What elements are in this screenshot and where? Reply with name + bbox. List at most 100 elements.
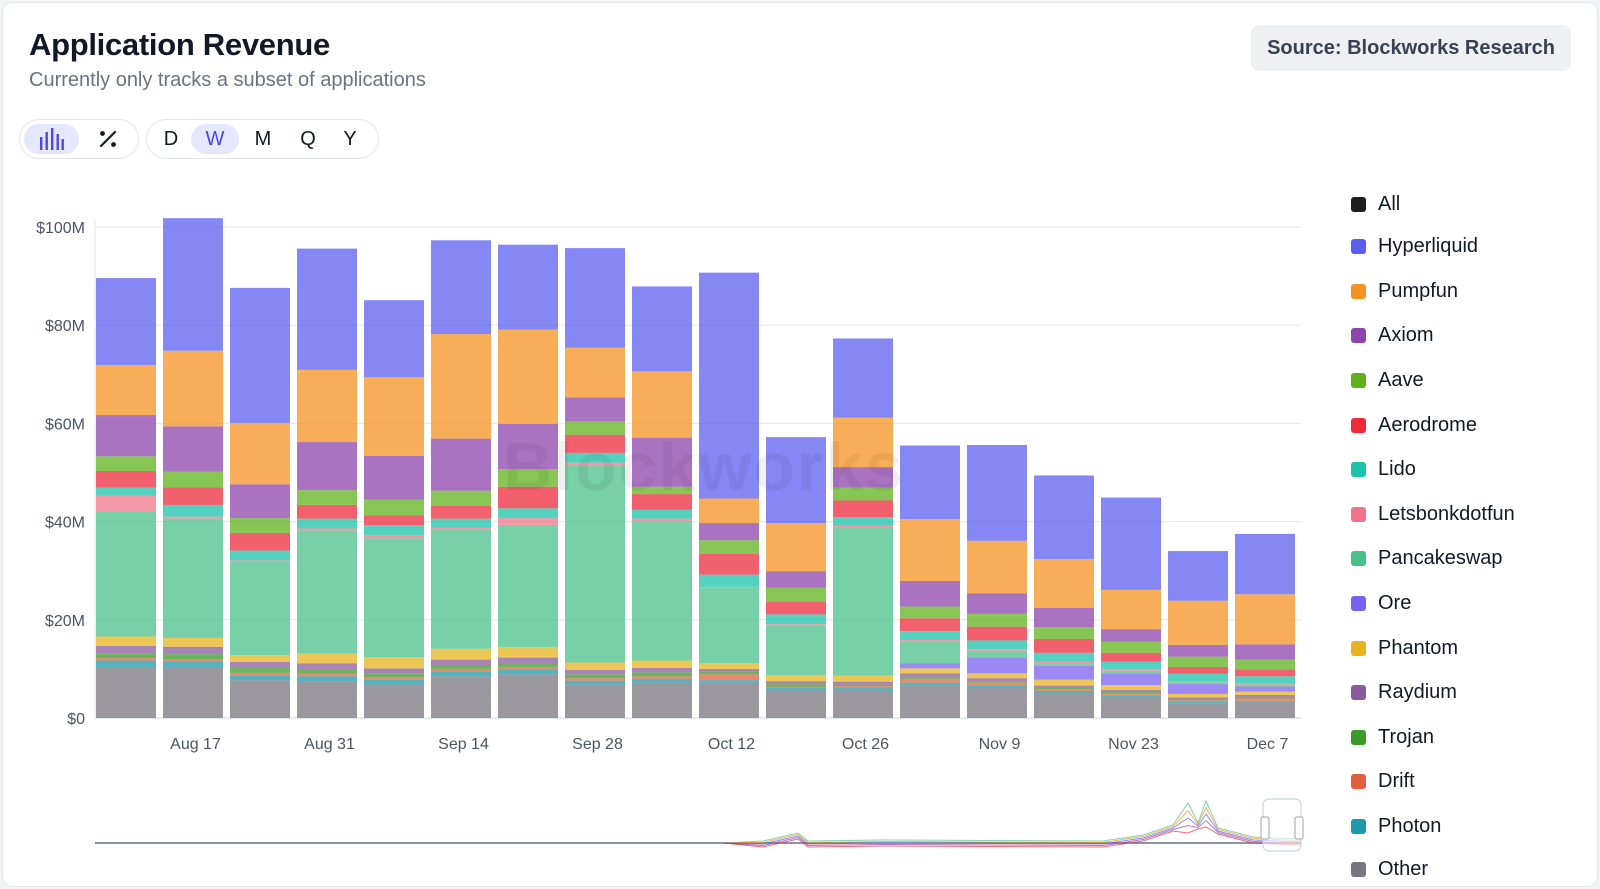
bar-segment[interactable] bbox=[96, 415, 156, 457]
bar-segment[interactable] bbox=[967, 613, 1027, 627]
bar-segment[interactable] bbox=[364, 499, 424, 516]
bar-segment[interactable] bbox=[364, 657, 424, 669]
bar-segment[interactable] bbox=[967, 540, 1027, 594]
bar-segment[interactable] bbox=[431, 334, 491, 439]
bar-segment[interactable] bbox=[833, 688, 893, 691]
bar-segment[interactable] bbox=[632, 518, 692, 522]
period-w-button[interactable]: W bbox=[191, 124, 239, 154]
legend-item-ore[interactable]: Ore bbox=[1351, 592, 1411, 615]
bar-segment[interactable] bbox=[230, 672, 290, 676]
bar-segment[interactable] bbox=[1101, 685, 1161, 691]
bar-segment[interactable] bbox=[1034, 663, 1094, 666]
bar-segment[interactable] bbox=[1101, 589, 1161, 630]
bar-segment[interactable] bbox=[431, 505, 491, 519]
bar-segment[interactable] bbox=[96, 487, 156, 496]
legend-item-trojan[interactable]: Trojan bbox=[1351, 726, 1434, 749]
bar-segment[interactable] bbox=[632, 678, 692, 683]
bar-segment[interactable] bbox=[1101, 641, 1161, 653]
bar-segment[interactable] bbox=[431, 490, 491, 506]
bar-segment[interactable] bbox=[1168, 697, 1228, 699]
bar-segment[interactable] bbox=[230, 532, 290, 551]
bar-segment[interactable] bbox=[833, 527, 893, 676]
bar-segment[interactable] bbox=[699, 663, 759, 669]
period-m-button[interactable]: M bbox=[254, 127, 272, 150]
period-d-button[interactable]: D bbox=[163, 127, 179, 150]
bar-segment[interactable] bbox=[766, 614, 826, 625]
bar-segment[interactable] bbox=[163, 426, 223, 472]
bar-segment[interactable] bbox=[498, 669, 558, 675]
bar-segment[interactable] bbox=[1101, 691, 1161, 694]
bar-segment[interactable] bbox=[632, 676, 692, 679]
bar-segment[interactable] bbox=[632, 521, 692, 661]
bar-segment[interactable] bbox=[967, 673, 1027, 679]
bar-segment[interactable] bbox=[96, 636, 156, 646]
bar-segment[interactable] bbox=[1168, 700, 1228, 702]
legend-item-aave[interactable]: Aave bbox=[1351, 369, 1424, 392]
bar-segment[interactable] bbox=[900, 445, 960, 520]
bar-segment[interactable] bbox=[96, 364, 156, 416]
bar-segment[interactable] bbox=[565, 347, 625, 398]
bar-segment[interactable] bbox=[565, 662, 625, 670]
bar-segment[interactable] bbox=[699, 574, 759, 587]
bar-segment[interactable] bbox=[163, 661, 223, 668]
bar-segment[interactable] bbox=[96, 658, 156, 661]
bar-segment[interactable] bbox=[1168, 703, 1228, 718]
bar-segment[interactable] bbox=[967, 445, 1027, 541]
bar-segment[interactable] bbox=[565, 669, 625, 675]
bar-segment[interactable] bbox=[163, 504, 223, 517]
bar-segment[interactable] bbox=[163, 518, 223, 638]
bar-segment[interactable] bbox=[431, 648, 491, 660]
bar-segment[interactable] bbox=[1168, 551, 1228, 601]
bar-segment[interactable] bbox=[1034, 687, 1094, 690]
bar-segment[interactable] bbox=[431, 240, 491, 335]
bar-segment[interactable] bbox=[364, 679, 424, 685]
bar-segment[interactable] bbox=[498, 666, 558, 670]
bar-segment[interactable] bbox=[565, 248, 625, 348]
bar-segment[interactable] bbox=[766, 523, 826, 572]
bar-segment[interactable] bbox=[967, 688, 1027, 718]
bar-segment[interactable] bbox=[1034, 661, 1094, 664]
bar-segment[interactable] bbox=[900, 631, 960, 640]
bar-segment[interactable] bbox=[1101, 695, 1161, 698]
bar-segment[interactable] bbox=[833, 686, 893, 689]
bar-segment[interactable] bbox=[1034, 689, 1094, 691]
legend-item-phantom[interactable]: Phantom bbox=[1351, 637, 1458, 660]
bar-segment[interactable] bbox=[163, 654, 223, 660]
bar-segment[interactable] bbox=[364, 538, 424, 658]
bar-segment[interactable] bbox=[297, 673, 357, 677]
bar-segment[interactable] bbox=[297, 442, 357, 491]
bar-segment[interactable] bbox=[699, 668, 759, 672]
bar-segment[interactable] bbox=[163, 637, 223, 647]
bar-segment[interactable] bbox=[1034, 665, 1094, 680]
bar-segment[interactable] bbox=[431, 527, 491, 530]
bar-segment[interactable] bbox=[632, 486, 692, 495]
bar-segment[interactable] bbox=[565, 680, 625, 685]
bar-segment[interactable] bbox=[364, 300, 424, 378]
bar-segment[interactable] bbox=[431, 668, 491, 672]
bar-segment[interactable] bbox=[900, 673, 960, 677]
bar-segment[interactable] bbox=[900, 639, 960, 642]
legend-item-drift[interactable]: Drift bbox=[1351, 770, 1415, 793]
bar-segment[interactable] bbox=[1034, 692, 1094, 718]
bar-segment[interactable] bbox=[297, 676, 357, 682]
bar-segment[interactable] bbox=[699, 674, 759, 681]
bar-segment[interactable] bbox=[1101, 497, 1161, 590]
bar-segment[interactable] bbox=[1034, 608, 1094, 628]
bar-segment[interactable] bbox=[1235, 700, 1295, 703]
bar-segment[interactable] bbox=[498, 244, 558, 330]
period-y-button[interactable]: Y bbox=[343, 127, 357, 150]
legend-item-all[interactable]: All bbox=[1351, 193, 1400, 216]
bar-segment[interactable] bbox=[565, 462, 625, 466]
bar-segment[interactable] bbox=[900, 641, 960, 664]
bar-segment[interactable] bbox=[632, 371, 692, 438]
bar-segment[interactable] bbox=[1235, 683, 1295, 685]
bar-segment[interactable] bbox=[1101, 670, 1161, 674]
legend-item-axiom[interactable]: Axiom bbox=[1351, 324, 1434, 347]
bar-segment[interactable] bbox=[967, 657, 1027, 674]
bar-segment[interactable] bbox=[1168, 666, 1228, 674]
bar-segment[interactable] bbox=[364, 668, 424, 674]
bar-segment[interactable] bbox=[297, 668, 357, 674]
bar-segment[interactable] bbox=[1168, 681, 1228, 683]
bar-segment[interactable] bbox=[230, 422, 290, 485]
bar-segment[interactable] bbox=[565, 452, 625, 463]
